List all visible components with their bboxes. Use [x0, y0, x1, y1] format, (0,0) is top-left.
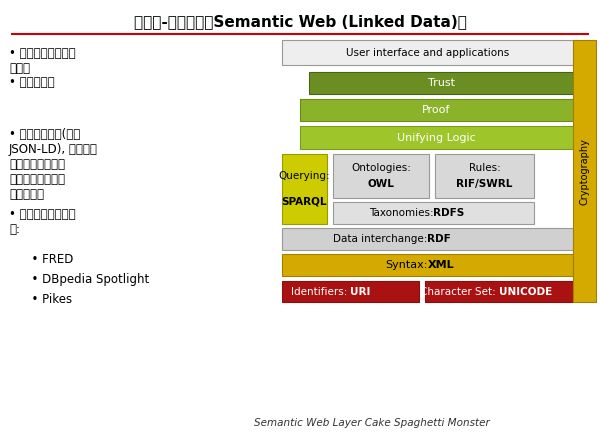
Text: Identifiers:: Identifiers:	[291, 287, 350, 297]
Text: Cryptography: Cryptography	[580, 138, 589, 205]
FancyBboxPatch shape	[309, 72, 573, 94]
FancyBboxPatch shape	[282, 254, 573, 276]
FancyBboxPatch shape	[282, 281, 419, 302]
Text: RIF/SWRL: RIF/SWRL	[457, 179, 512, 189]
Text: • Pikes: • Pikes	[24, 293, 72, 306]
Text: UNICODE: UNICODE	[499, 287, 552, 297]
Text: • 方式太复杂: • 方式太复杂	[9, 76, 55, 89]
Text: SPARQL: SPARQL	[282, 197, 327, 207]
Text: OWL: OWL	[368, 179, 394, 189]
Text: 语义网-链接数据（Semantic Web (Linked Data)）: 语义网-链接数据（Semantic Web (Linked Data)）	[134, 14, 466, 29]
FancyBboxPatch shape	[435, 154, 534, 198]
Text: User interface and applications: User interface and applications	[346, 47, 509, 58]
Text: Taxonomies:: Taxonomies:	[369, 208, 433, 218]
Text: Rules:: Rules:	[469, 163, 500, 173]
Text: • DBpedia Spotlight: • DBpedia Spotlight	[24, 273, 149, 286]
FancyBboxPatch shape	[282, 154, 327, 224]
Text: XML: XML	[427, 260, 454, 270]
Text: • 用于图示文字的工
具:: • 用于图示文字的工 具:	[9, 208, 76, 237]
FancyBboxPatch shape	[333, 202, 534, 224]
FancyBboxPatch shape	[425, 281, 573, 302]
Text: Querying:: Querying:	[278, 172, 331, 181]
FancyBboxPatch shape	[282, 228, 573, 250]
Text: RDFS: RDFS	[433, 208, 465, 218]
Text: Trust: Trust	[427, 78, 455, 88]
Text: Unifying Logic: Unifying Logic	[397, 133, 476, 142]
Text: • 广泛，但没有组织
或深度: • 广泛，但没有组织 或深度	[9, 47, 76, 75]
Text: • 最终可以简化(例如
JSON-LD), 并且如果
和更深层和组织得
更好的数据相连，
它可以很酷: • 最终可以简化(例如 JSON-LD), 并且如果 和更深层和组织得 更好的数…	[9, 128, 98, 201]
Text: Character Set:: Character Set:	[420, 287, 499, 297]
FancyBboxPatch shape	[300, 99, 573, 121]
Text: Proof: Proof	[422, 105, 451, 115]
Text: Semantic Web Layer Cake Spaghetti Monster: Semantic Web Layer Cake Spaghetti Monste…	[254, 418, 490, 428]
Text: RDF: RDF	[427, 234, 451, 244]
Text: URI: URI	[350, 287, 371, 297]
FancyBboxPatch shape	[300, 126, 573, 149]
FancyBboxPatch shape	[573, 40, 596, 302]
FancyBboxPatch shape	[333, 154, 429, 198]
Text: Data interchange:: Data interchange:	[333, 234, 427, 244]
Text: • FRED: • FRED	[24, 253, 73, 266]
Text: Syntax:: Syntax:	[385, 260, 427, 270]
FancyBboxPatch shape	[282, 40, 573, 65]
Text: Ontologies:: Ontologies:	[351, 163, 411, 173]
